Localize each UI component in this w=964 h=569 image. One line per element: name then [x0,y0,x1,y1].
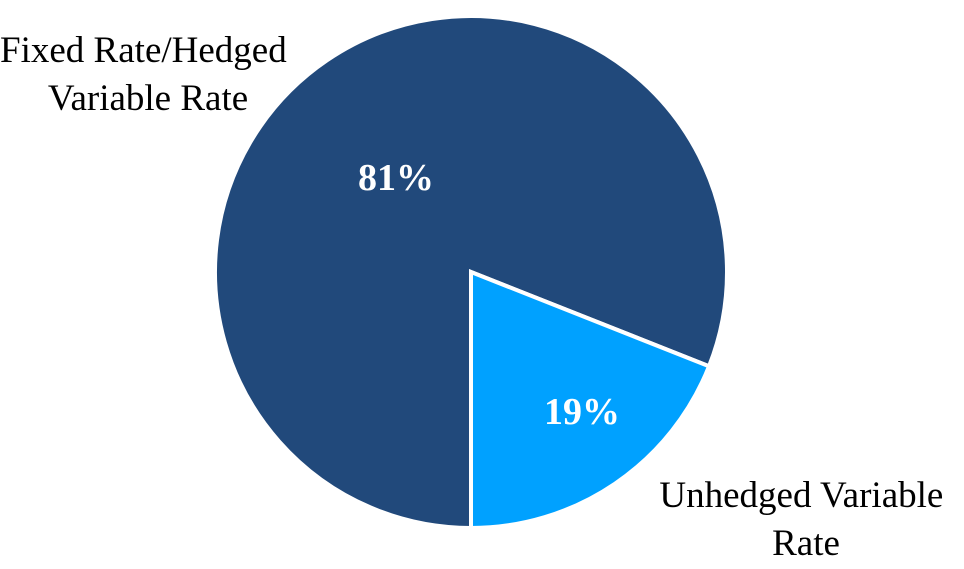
slice-value-label-fixed: 81% [358,157,434,199]
slice-label-unhedged-line-1: Unhedged Variable [659,475,943,516]
slice-label-fixed-line-1: Fixed Rate/Hedged [0,30,287,71]
slice-label-fixed-line-2: Variable Rate [48,78,248,119]
slice-label-unhedged-line-2: Rate [772,523,840,564]
pie-slices [213,14,729,531]
pie-slice-unhedged [469,269,712,531]
slice-value-label-unhedged: 19% [544,391,620,433]
slice-label-fixed: Fixed Rate/Hedged Variable Rate [0,30,296,119]
slice-label-unhedged: Unhedged Variable Rate [659,475,952,564]
